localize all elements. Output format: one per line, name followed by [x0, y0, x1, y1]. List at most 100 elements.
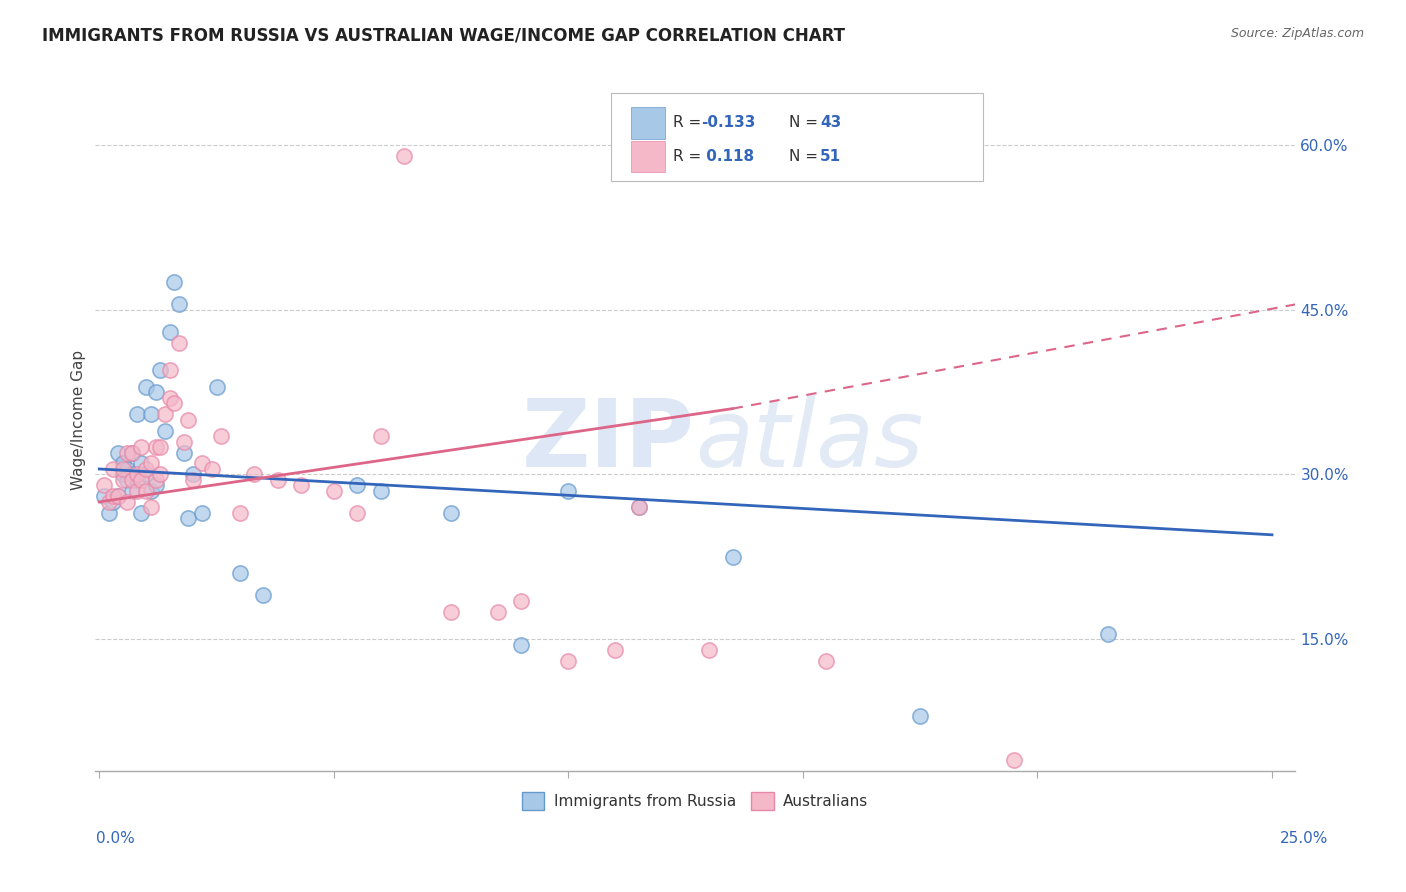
Point	[163, 276, 186, 290]
Point	[229, 566, 252, 581]
Y-axis label: Wage/Income Gap: Wage/Income Gap	[72, 350, 86, 490]
Point	[153, 407, 176, 421]
Point	[103, 462, 125, 476]
Point	[145, 385, 167, 400]
Point	[149, 363, 172, 377]
Point	[153, 424, 176, 438]
Point	[163, 396, 186, 410]
Point	[191, 457, 214, 471]
Point	[177, 511, 200, 525]
Point	[135, 467, 157, 482]
Point	[177, 412, 200, 426]
Point	[145, 440, 167, 454]
Point	[103, 490, 125, 504]
Point	[370, 429, 392, 443]
Point	[117, 462, 139, 476]
Point	[486, 605, 509, 619]
Point	[97, 495, 120, 509]
Point	[229, 506, 252, 520]
Text: 0.0%: 0.0%	[96, 831, 135, 846]
Point	[103, 495, 125, 509]
Point	[159, 363, 181, 377]
Point	[121, 445, 143, 459]
Point	[93, 478, 115, 492]
Point	[627, 500, 650, 515]
Point	[510, 638, 533, 652]
Point	[125, 407, 148, 421]
Point	[557, 483, 579, 498]
Text: R =: R =	[673, 115, 707, 130]
Point	[135, 462, 157, 476]
Point	[139, 407, 162, 421]
Point	[125, 483, 148, 498]
Point	[605, 643, 627, 657]
Point	[107, 490, 129, 504]
Point	[111, 457, 134, 471]
Point	[135, 380, 157, 394]
Point	[111, 473, 134, 487]
Point	[117, 473, 139, 487]
FancyBboxPatch shape	[631, 141, 665, 172]
Point	[191, 506, 214, 520]
Point	[815, 654, 838, 668]
Point	[139, 483, 162, 498]
Point	[145, 478, 167, 492]
Point	[131, 457, 153, 471]
Point	[111, 467, 134, 482]
Point	[252, 588, 274, 602]
Point	[1097, 626, 1119, 640]
Text: 43: 43	[820, 115, 841, 130]
Text: 25.0%: 25.0%	[1281, 831, 1329, 846]
Point	[131, 506, 153, 520]
Point	[139, 500, 162, 515]
Text: R =: R =	[673, 150, 707, 164]
Point	[721, 549, 744, 564]
Point	[107, 445, 129, 459]
Text: N =: N =	[789, 115, 823, 130]
Point	[121, 445, 143, 459]
Point	[290, 478, 312, 492]
Point	[173, 434, 195, 449]
Text: atlas: atlas	[695, 395, 924, 486]
Point	[97, 506, 120, 520]
Text: 0.118: 0.118	[702, 150, 754, 164]
FancyBboxPatch shape	[612, 93, 983, 181]
Point	[322, 483, 344, 498]
Point	[149, 440, 172, 454]
Point	[201, 462, 224, 476]
Text: Source: ZipAtlas.com: Source: ZipAtlas.com	[1230, 27, 1364, 40]
Point	[117, 445, 139, 459]
Point	[111, 462, 134, 476]
Point	[131, 473, 153, 487]
Point	[173, 445, 195, 459]
Point	[181, 467, 204, 482]
Point	[149, 467, 172, 482]
Point	[440, 605, 463, 619]
Point	[627, 500, 650, 515]
Point	[181, 473, 204, 487]
Point	[557, 654, 579, 668]
Point	[167, 335, 190, 350]
Point	[440, 506, 463, 520]
Point	[908, 708, 931, 723]
Text: 51: 51	[820, 150, 841, 164]
Point	[370, 483, 392, 498]
Point	[117, 495, 139, 509]
Point	[107, 490, 129, 504]
Point	[121, 483, 143, 498]
Point	[510, 593, 533, 607]
Point	[209, 429, 232, 443]
Point	[346, 478, 368, 492]
Point	[697, 643, 720, 657]
Point	[93, 490, 115, 504]
Point	[125, 473, 148, 487]
FancyBboxPatch shape	[631, 107, 665, 139]
Text: IMMIGRANTS FROM RUSSIA VS AUSTRALIAN WAGE/INCOME GAP CORRELATION CHART: IMMIGRANTS FROM RUSSIA VS AUSTRALIAN WAG…	[42, 27, 845, 45]
Point	[121, 467, 143, 482]
Point	[205, 380, 228, 394]
Point	[159, 391, 181, 405]
Point	[159, 325, 181, 339]
Point	[392, 149, 415, 163]
Point	[121, 473, 143, 487]
Text: -0.133: -0.133	[702, 115, 755, 130]
